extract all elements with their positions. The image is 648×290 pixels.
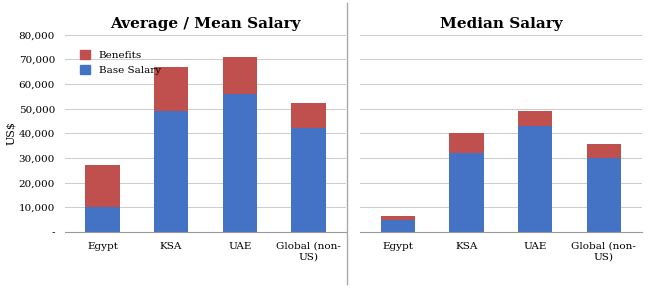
Bar — [381, 220, 415, 232]
Bar — [450, 133, 483, 153]
Y-axis label: US$: US$ — [6, 122, 16, 145]
Title: Average / Mean Salary: Average / Mean Salary — [110, 17, 301, 31]
Title: Median Salary: Median Salary — [439, 17, 562, 31]
Bar — [586, 158, 621, 232]
Bar — [586, 144, 621, 158]
Bar — [381, 216, 415, 220]
Bar — [223, 57, 257, 94]
Bar — [291, 103, 325, 128]
Bar — [223, 94, 257, 232]
Bar — [450, 153, 483, 232]
Bar — [154, 111, 189, 232]
Bar — [518, 126, 552, 232]
Bar — [518, 111, 552, 126]
Bar — [154, 67, 189, 111]
Bar — [291, 128, 325, 232]
Bar — [86, 165, 120, 207]
Bar — [86, 207, 120, 232]
Legend: Benefits, Base Salary: Benefits, Base Salary — [76, 46, 165, 79]
